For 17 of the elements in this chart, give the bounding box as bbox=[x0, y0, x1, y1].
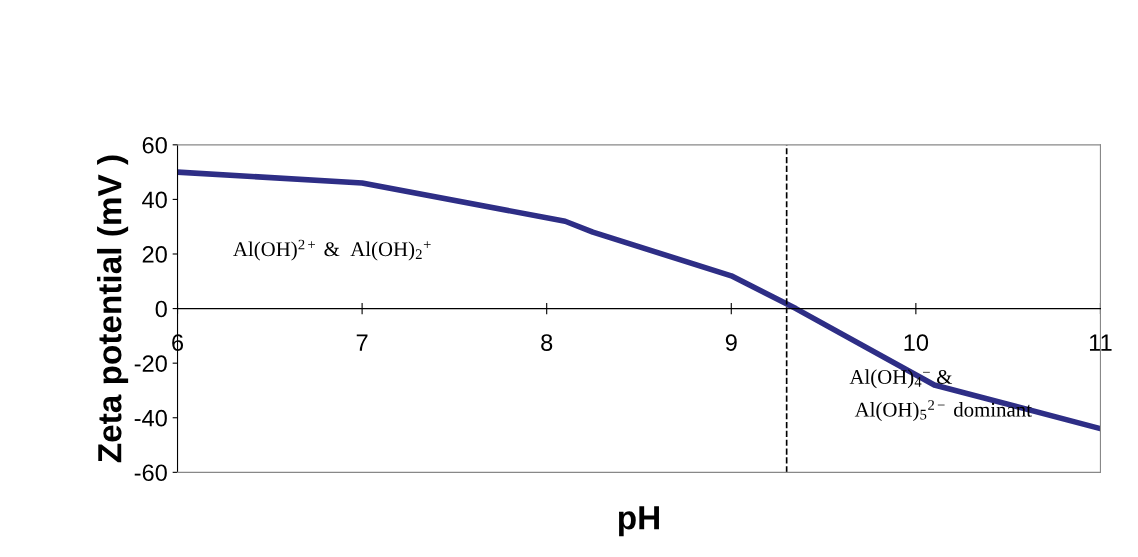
y-tick-label: 0 bbox=[155, 300, 167, 318]
y-tick-label: 20 bbox=[142, 246, 167, 263]
y-tick-label: -40 bbox=[134, 409, 167, 427]
y-tick-label: 60 bbox=[142, 136, 167, 154]
x-tick-label: 11 bbox=[1089, 334, 1112, 351]
x-tick-label: 9 bbox=[725, 334, 737, 351]
y-tick-label: -60 bbox=[134, 464, 167, 482]
x-tick-label: 7 bbox=[356, 334, 368, 351]
x-tick-label: 8 bbox=[541, 334, 553, 351]
annotation: Al(OH)$_{5}$$^{2−}$ dominant bbox=[854, 400, 1032, 421]
x-axis-title: pH bbox=[618, 506, 659, 537]
y-tick-label: 40 bbox=[142, 191, 167, 209]
x-tick-label: 10 bbox=[904, 334, 929, 351]
annotation: Al(OH)$_{4}$$^{−}$ & bbox=[849, 369, 953, 389]
y-tick-label: -20 bbox=[134, 355, 167, 372]
annotation: Al(OH)$^{2+}$ & Al(OH)$_{2}$$^{+}$ bbox=[233, 239, 431, 261]
y-axis-title: Zeta potential (mV ) bbox=[97, 155, 129, 463]
